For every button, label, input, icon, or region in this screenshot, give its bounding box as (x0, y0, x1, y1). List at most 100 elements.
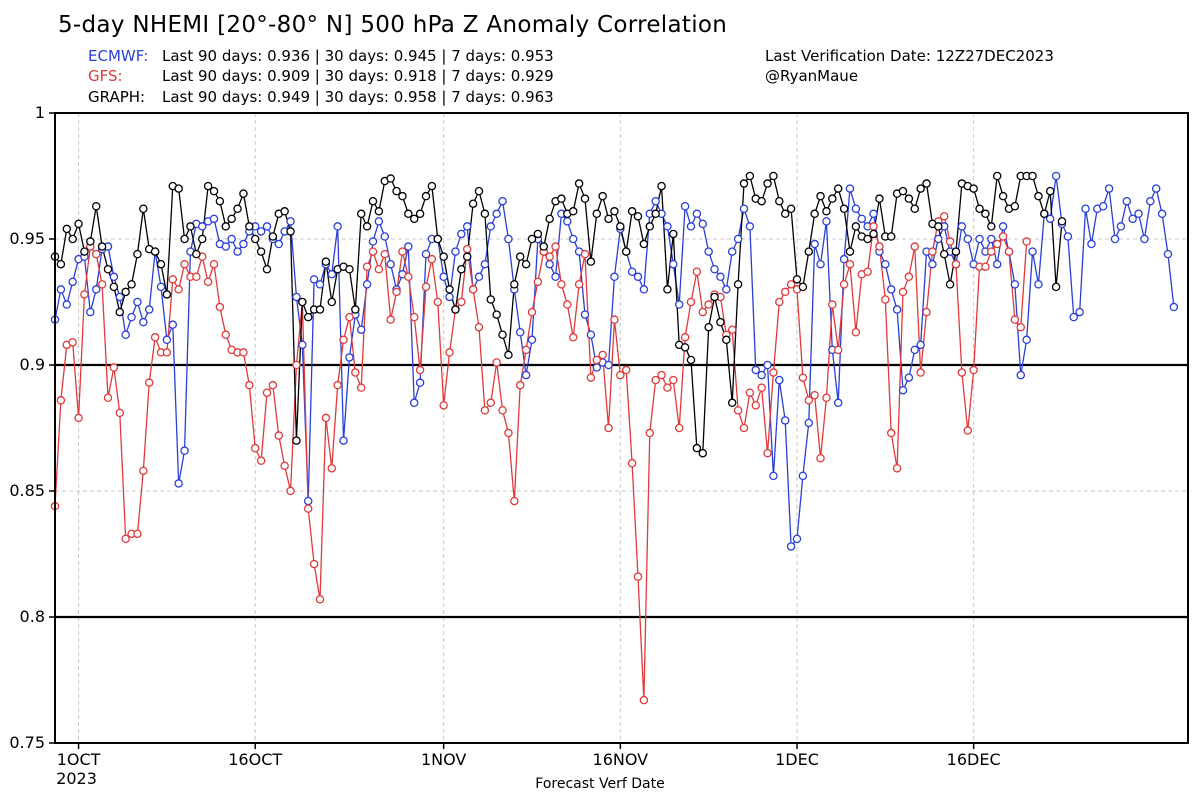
ecmwf-point (610, 272, 619, 282)
ecmwf-point (274, 239, 284, 249)
ecmwf-point (362, 280, 372, 289)
ecmwf-point (527, 335, 537, 345)
graph-point (256, 247, 266, 256)
gfs-point (551, 242, 560, 251)
y-tick-label: 1 (35, 103, 45, 122)
graph-point (374, 207, 384, 216)
graph-point (356, 209, 366, 219)
gfs-point (780, 287, 790, 297)
gfs-point (757, 383, 766, 392)
gfs-point (386, 315, 395, 324)
ecmwf-point (333, 222, 342, 231)
ecmwf-point (462, 222, 472, 231)
gfs-point (651, 375, 660, 385)
graph-point (239, 189, 248, 198)
graph-point (421, 191, 431, 201)
gfs-point (957, 368, 967, 377)
ecmwf-point (56, 285, 66, 294)
ecmwf-point (680, 201, 690, 211)
graph-point (863, 234, 872, 244)
ecmwf-point (109, 272, 119, 282)
gfs-point (816, 453, 825, 463)
graph-point (504, 350, 513, 360)
graph-point (939, 249, 949, 259)
ecmwf-point (1069, 312, 1079, 322)
ecmwf-point (421, 249, 431, 259)
graph-point (1040, 209, 1049, 219)
graph-point (162, 290, 172, 299)
x-tick-label: 1NOV (421, 750, 466, 769)
ecmwf-point (757, 370, 766, 380)
graph-point (510, 280, 519, 289)
gfs-point (327, 464, 337, 473)
ecmwf-point (739, 204, 749, 214)
graph-point (121, 287, 130, 297)
graph-point (486, 295, 496, 304)
ecmwf-point (727, 247, 737, 256)
gfs-point (586, 373, 596, 382)
gfs-point (987, 247, 996, 256)
ecmwf-point (292, 292, 301, 302)
ecmwf-point (1134, 209, 1143, 219)
graph-point (103, 264, 113, 274)
ecmwf-point (745, 222, 755, 231)
gfs-point (610, 315, 619, 324)
gfs-point (633, 572, 643, 581)
graph-point (445, 285, 454, 294)
gfs-point (910, 242, 920, 251)
graph-point (710, 292, 719, 302)
graph-point (692, 443, 702, 453)
gfs-point (657, 370, 666, 380)
graph-point (798, 282, 808, 292)
ecmwf-point (457, 229, 466, 239)
x-tick-label: 1OCT (57, 750, 101, 769)
graph-point (133, 249, 142, 259)
graph-point (851, 222, 861, 231)
ecmwf-point (633, 272, 643, 282)
gfs-point (445, 348, 454, 357)
gfs-point (103, 393, 113, 403)
graph-point (545, 214, 554, 224)
graph-stat-text: Last 90 days: 0.949 | 30 days: 0.958 | 7… (162, 88, 554, 106)
gfs-point (280, 461, 289, 471)
ecmwf-point (545, 259, 554, 269)
gfs-point (303, 504, 313, 513)
graph-point (969, 184, 978, 193)
graph-point (1010, 201, 1020, 211)
gfs-point (362, 262, 372, 271)
gfs-point (457, 297, 466, 307)
graph-point (574, 179, 584, 188)
ecmwf-point (792, 534, 802, 544)
ecmwf-point (298, 340, 307, 350)
gfs-point (439, 401, 448, 410)
graph-point (869, 229, 878, 239)
graph-point (109, 282, 119, 292)
gfs-point (833, 345, 843, 355)
graph-point (739, 179, 749, 188)
ecmwf-point (286, 217, 295, 226)
graph-point (56, 259, 66, 269)
ecmwf-point (115, 292, 125, 302)
gfs-point (368, 247, 378, 256)
author-handle: @RyanMaue (765, 67, 859, 85)
gfs-point (698, 307, 708, 317)
gfs-point (769, 368, 778, 377)
graph-point (604, 214, 613, 224)
gfs-point (916, 368, 925, 377)
gfs-point (1010, 315, 1020, 324)
gfs-point (822, 393, 831, 403)
graph-point (786, 204, 796, 214)
graph-series-line (54, 174, 1063, 455)
x-tick-label: 16DEC (947, 750, 1001, 769)
graph-point (822, 207, 831, 216)
gfs-point (115, 408, 125, 418)
ecmwf-point (162, 335, 172, 345)
ecmwf-point (345, 353, 354, 362)
gfs-point (504, 428, 513, 438)
ecmwf-point (180, 446, 189, 455)
graph-point (345, 264, 354, 274)
ecmwf-point (869, 209, 878, 219)
ecmwf-point (209, 214, 219, 224)
gfs-point (763, 448, 772, 458)
ecmwf-point (498, 196, 507, 206)
